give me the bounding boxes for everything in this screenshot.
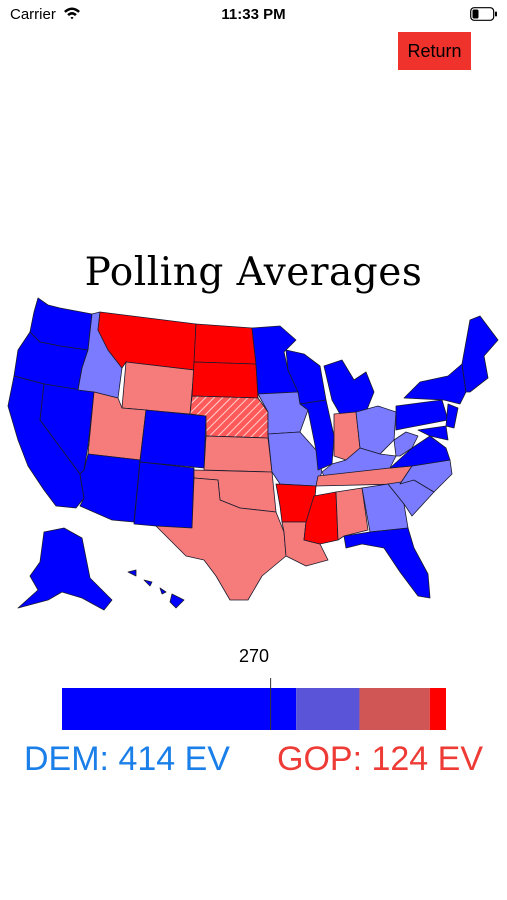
clock: 11:33 PM bbox=[221, 6, 286, 23]
state-new-york bbox=[403, 363, 467, 405]
state-alaska bbox=[17, 527, 113, 611]
state-georgia bbox=[361, 483, 409, 533]
state-new-england bbox=[461, 315, 499, 393]
carrier-label: Carrier bbox=[10, 6, 56, 23]
dem-ev-total: DEM: 414 EV bbox=[24, 740, 230, 778]
state-florida bbox=[343, 527, 431, 599]
ev-bar-segment-lean-dem bbox=[296, 688, 360, 730]
state-ohio bbox=[355, 405, 397, 455]
battery-icon bbox=[470, 7, 497, 21]
state-wyoming bbox=[121, 361, 195, 415]
state-new-mexico bbox=[133, 461, 195, 529]
state-maryland-delaware bbox=[417, 425, 449, 441]
state-north-dakota bbox=[193, 323, 257, 365]
state-new-jersey bbox=[445, 403, 459, 429]
gop-ev-total: GOP: 124 EV bbox=[277, 740, 483, 778]
state-south-dakota bbox=[191, 361, 259, 399]
state-alabama bbox=[335, 487, 369, 541]
state-hawaii bbox=[127, 569, 185, 609]
state-michigan bbox=[323, 359, 375, 415]
state-illinois bbox=[299, 399, 335, 471]
return-button[interactable]: Return bbox=[398, 32, 471, 70]
ev-bar-segment-safe-gop bbox=[429, 688, 446, 730]
state-kansas bbox=[203, 435, 273, 473]
wifi-icon bbox=[64, 7, 80, 20]
state-pennsylvania bbox=[395, 399, 449, 431]
status-bar: Carrier 11:33 PM bbox=[0, 0, 507, 30]
ev-bar-segment-lean-gop bbox=[359, 688, 430, 730]
ev-bar bbox=[62, 678, 446, 730]
ev-bar-segment-safe-dem bbox=[62, 688, 297, 730]
threshold-label: 270 bbox=[238, 646, 270, 666]
state-texas bbox=[155, 477, 287, 601]
state-colorado bbox=[139, 409, 207, 469]
page-title: Polling Averages bbox=[84, 250, 423, 295]
us-electoral-map bbox=[7, 297, 499, 611]
state-arizona bbox=[79, 453, 141, 523]
state-west-virginia bbox=[393, 431, 419, 457]
